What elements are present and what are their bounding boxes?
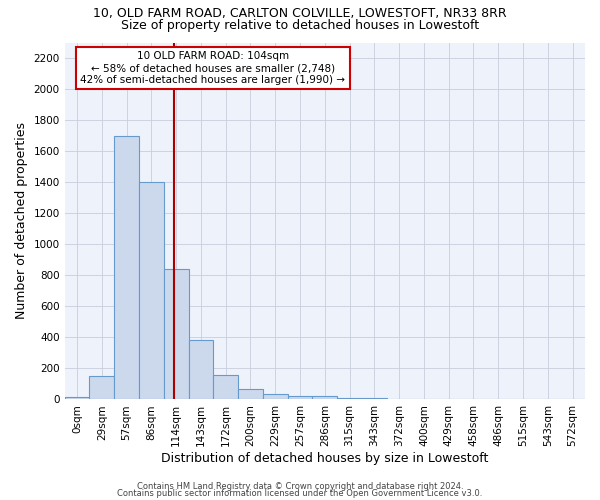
Text: Size of property relative to detached houses in Lowestoft: Size of property relative to detached ho… (121, 19, 479, 32)
Y-axis label: Number of detached properties: Number of detached properties (15, 122, 28, 320)
Bar (164, 269, 188, 400)
Bar (337, 398, 362, 400)
Bar (214, 374, 238, 400)
X-axis label: Distribution of detached houses by size in Lowestoft: Distribution of detached houses by size … (161, 452, 488, 465)
Text: 10, OLD FARM ROAD, CARLTON COLVILLE, LOWESTOFT, NR33 8RR: 10, OLD FARM ROAD, CARLTON COLVILLE, LOW… (93, 8, 507, 20)
Bar (238, 390, 263, 400)
Text: Contains public sector information licensed under the Open Government Licence v3: Contains public sector information licen… (118, 489, 482, 498)
Bar (139, 182, 164, 400)
Text: 10 OLD FARM ROAD: 104sqm
← 58% of detached houses are smaller (2,748)
42% of sem: 10 OLD FARM ROAD: 104sqm ← 58% of detach… (80, 52, 346, 84)
Bar (65, 397, 89, 400)
Text: Contains HM Land Registry data © Crown copyright and database right 2024.: Contains HM Land Registry data © Crown c… (137, 482, 463, 491)
Bar (188, 340, 214, 400)
Bar (263, 394, 287, 400)
Bar (362, 398, 387, 400)
Bar (287, 396, 313, 400)
Bar (89, 376, 114, 400)
Bar (313, 396, 337, 400)
Bar (114, 136, 139, 400)
